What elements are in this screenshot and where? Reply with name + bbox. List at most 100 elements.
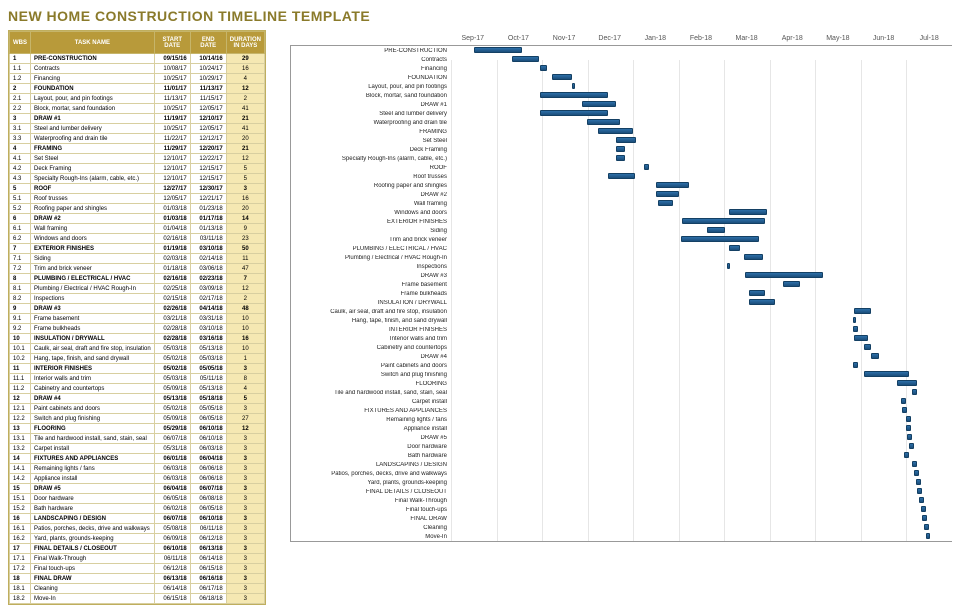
gantt-bar[interactable] [582, 101, 617, 107]
table-row[interactable]: 3.3Waterproofing and drain tile11/22/171… [10, 134, 265, 144]
gantt-bar[interactable] [897, 380, 917, 386]
table-row[interactable]: 2FOUNDATION11/01/1711/13/1712 [10, 84, 265, 94]
gantt-bar[interactable] [587, 119, 620, 125]
gantt-bar[interactable] [658, 200, 673, 206]
gantt-bar[interactable] [729, 245, 741, 251]
gantt-bar[interactable] [912, 389, 917, 395]
table-row[interactable]: 6.2Windows and doors02/16/1803/11/1823 [10, 234, 265, 244]
table-row[interactable]: 5ROOF12/27/1712/30/173 [10, 184, 265, 194]
table-row[interactable]: 3.1Steel and lumber delivery10/25/1712/0… [10, 124, 265, 134]
gantt-bar[interactable] [917, 488, 922, 494]
table-row[interactable]: 12.1Paint cabinets and doors05/02/1805/0… [10, 404, 265, 414]
gantt-bar[interactable] [656, 191, 679, 197]
gantt-bar[interactable] [608, 173, 634, 179]
gantt-bar[interactable] [901, 398, 906, 404]
gantt-bar[interactable] [552, 74, 572, 80]
gantt-bar[interactable] [540, 110, 608, 116]
table-row[interactable]: 15.1Door hardware06/05/1806/08/183 [10, 494, 265, 504]
gantt-bar[interactable] [854, 335, 867, 341]
gantt-bar[interactable] [644, 164, 649, 170]
gantt-bar[interactable] [919, 497, 924, 503]
gantt-bar[interactable] [598, 128, 633, 134]
gantt-bar[interactable] [682, 218, 765, 224]
table-row[interactable]: 8PLUMBING / ELECTRICAL / HVAC02/16/1802/… [10, 274, 265, 284]
gantt-bar[interactable] [907, 434, 912, 440]
table-row[interactable]: 14FIXTURES AND APPLIANCES06/01/1806/04/1… [10, 454, 265, 464]
table-row[interactable]: 3DRAW #111/19/1712/10/1721 [10, 114, 265, 124]
table-row[interactable]: 9.1Frame basement03/21/1803/31/1810 [10, 314, 265, 324]
table-row[interactable]: 1.2Financing10/25/1710/29/174 [10, 74, 265, 84]
gantt-bar[interactable] [783, 281, 800, 287]
table-row[interactable]: 11.2Cabinetry and countertops05/09/1805/… [10, 384, 265, 394]
table-row[interactable]: 10.2Hang, tape, finish, and sand drywall… [10, 354, 265, 364]
table-row[interactable]: 15.2Bath hardware06/02/1806/05/183 [10, 504, 265, 514]
table-row[interactable]: 12DRAW #405/13/1805/18/185 [10, 394, 265, 404]
table-row[interactable]: 9.2Frame bulkheads02/28/1803/10/1810 [10, 324, 265, 334]
gantt-bar[interactable] [926, 533, 931, 539]
gantt-bar[interactable] [912, 461, 917, 467]
gantt-bar[interactable] [707, 227, 725, 233]
gantt-bar[interactable] [745, 272, 823, 278]
gantt-bar[interactable] [853, 317, 856, 323]
gantt-bar[interactable] [616, 137, 636, 143]
gantt-bar[interactable] [906, 425, 911, 431]
gantt-bar[interactable] [512, 56, 538, 62]
table-row[interactable]: 6.1Wall framing01/04/1801/13/189 [10, 224, 265, 234]
table-row[interactable]: 7.2Trim and brick veneer01/18/1803/06/18… [10, 264, 265, 274]
gantt-bar[interactable] [871, 353, 879, 359]
table-row[interactable]: 18.2Move-In06/15/1806/18/183 [10, 594, 265, 604]
table-row[interactable]: 16.1Patios, porches, decks, drive and wa… [10, 524, 265, 534]
gantt-bar[interactable] [916, 479, 921, 485]
gantt-bar[interactable] [854, 308, 871, 314]
gantt-bar[interactable] [902, 407, 907, 413]
table-row[interactable]: 5.1Roof trusses12/05/1712/21/1716 [10, 194, 265, 204]
table-row[interactable]: 4.2Deck Framing12/10/1712/15/175 [10, 164, 265, 174]
gantt-bar[interactable] [656, 182, 689, 188]
table-row[interactable]: 13.2Carpet install05/31/1806/03/183 [10, 444, 265, 454]
table-row[interactable]: 14.1Remaining lights / fans06/03/1806/06… [10, 464, 265, 474]
table-row[interactable]: 2.1Layout, pour, and pin footings11/13/1… [10, 94, 265, 104]
gantt-bar[interactable] [853, 326, 858, 332]
table-row[interactable]: 8.2Inspections02/15/1802/17/182 [10, 294, 265, 304]
gantt-bar[interactable] [727, 263, 730, 269]
table-row[interactable]: 13FLOORING05/29/1806/10/1812 [10, 424, 265, 434]
gantt-bar[interactable] [744, 254, 764, 260]
table-row[interactable]: 17FINAL DETAILS / CLOSEOUT06/10/1806/13/… [10, 544, 265, 554]
gantt-bar[interactable] [616, 155, 624, 161]
table-row[interactable]: 16LANDSCAPING / DESIGN06/07/1806/10/183 [10, 514, 265, 524]
table-row[interactable]: 12.2Switch and plug finishing05/09/1806/… [10, 414, 265, 424]
gantt-bar[interactable] [474, 47, 522, 53]
table-row[interactable]: 18FINAL DRAW06/13/1806/16/183 [10, 574, 265, 584]
table-row[interactable]: 18.1Cleaning06/14/1806/17/183 [10, 584, 265, 594]
table-row[interactable]: 10.1Caulk, air seal, draft and fire stop… [10, 344, 265, 354]
table-row[interactable]: 17.1Final Walk-Through06/11/1806/14/183 [10, 554, 265, 564]
gantt-bar[interactable] [853, 362, 858, 368]
table-row[interactable]: 15DRAW #506/04/1806/07/183 [10, 484, 265, 494]
table-row[interactable]: 1.1Contracts10/08/1710/24/1716 [10, 64, 265, 74]
gantt-bar[interactable] [749, 299, 775, 305]
table-row[interactable]: 9DRAW #302/26/1804/14/1848 [10, 304, 265, 314]
gantt-bar[interactable] [681, 236, 759, 242]
table-row[interactable]: 10INSULATION / DRYWALL02/28/1803/16/1816 [10, 334, 265, 344]
table-row[interactable]: 4.1Set Steel12/10/1712/22/1712 [10, 154, 265, 164]
gantt-bar[interactable] [921, 506, 926, 512]
gantt-bar[interactable] [922, 515, 927, 521]
gantt-bar[interactable] [906, 416, 911, 422]
table-row[interactable]: 4FRAMING11/29/1712/20/1721 [10, 144, 265, 154]
gantt-bar[interactable] [616, 146, 624, 152]
table-row[interactable]: 11.1Interior walls and trim05/03/1805/11… [10, 374, 265, 384]
gantt-bar[interactable] [540, 65, 547, 71]
table-row[interactable]: 6DRAW #201/03/1801/17/1814 [10, 214, 265, 224]
table-row[interactable]: 13.1Tile and hardwood install, sand, sta… [10, 434, 265, 444]
gantt-bar[interactable] [914, 470, 919, 476]
table-row[interactable]: 17.2Final touch-ups06/12/1806/15/183 [10, 564, 265, 574]
gantt-bar[interactable] [540, 92, 608, 98]
gantt-bar[interactable] [924, 524, 929, 530]
table-row[interactable]: 5.2Roofing paper and shingles01/03/1801/… [10, 204, 265, 214]
table-row[interactable]: 7EXTERIOR FINISHES01/19/1803/10/1850 [10, 244, 265, 254]
gantt-bar[interactable] [864, 344, 871, 350]
gantt-bar[interactable] [904, 452, 909, 458]
gantt-bar[interactable] [864, 371, 909, 377]
gantt-bar[interactable] [729, 209, 767, 215]
table-row[interactable]: 14.2Appliance install06/03/1806/06/183 [10, 474, 265, 484]
